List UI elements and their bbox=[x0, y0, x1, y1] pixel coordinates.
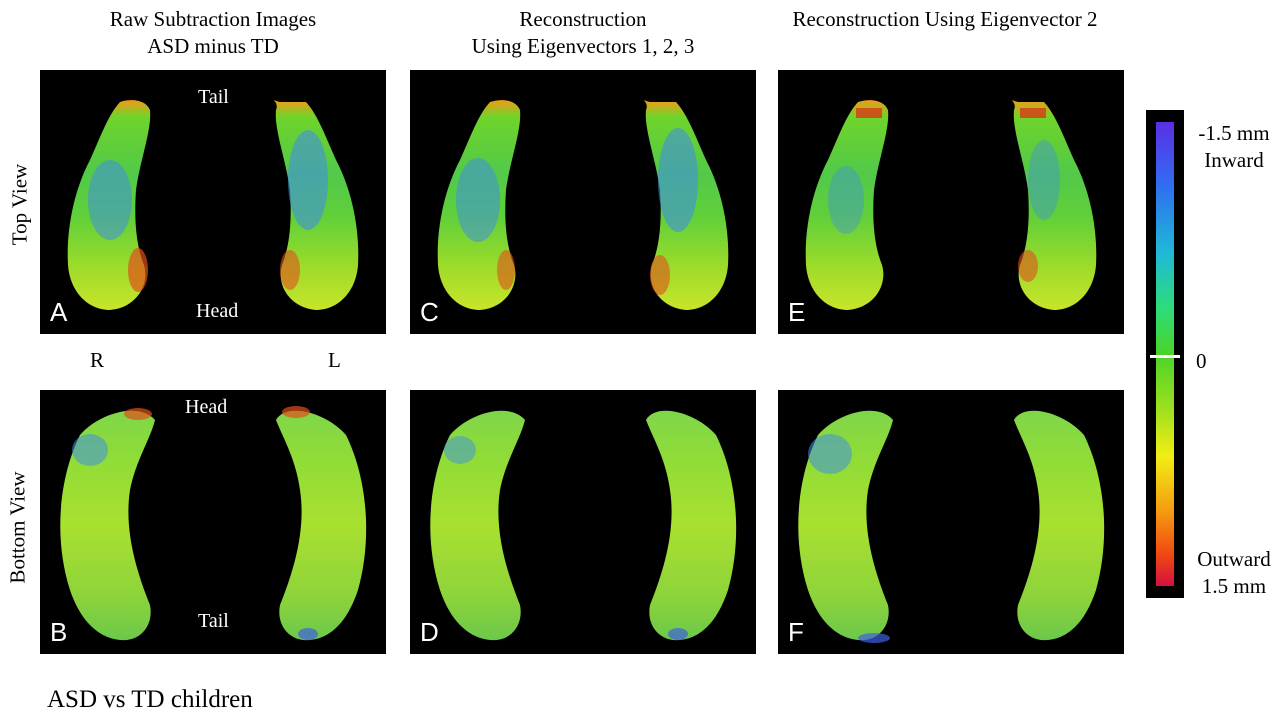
panel-b: Head Tail B bbox=[40, 390, 386, 654]
inward-region-right-tail bbox=[858, 633, 890, 643]
outward-region-left bbox=[282, 406, 310, 418]
tail-label: Tail bbox=[198, 86, 229, 108]
panel-letter-e: E bbox=[788, 297, 806, 327]
panel-a: Tail Head A bbox=[40, 70, 386, 334]
panel-d-shapes bbox=[430, 410, 737, 641]
column-title-raw-line2: ASD minus TD bbox=[147, 34, 279, 58]
inward-region-left bbox=[1028, 140, 1060, 220]
inward-region-right bbox=[456, 158, 500, 242]
hippocampus-left-shape bbox=[276, 410, 367, 641]
colorbar-inward-label: Inward bbox=[1204, 148, 1264, 172]
inward-region-left bbox=[288, 130, 328, 230]
column-title-reconstruction-2-line1: Reconstruction Using Eigenvector 2 bbox=[792, 7, 1098, 31]
outward-region-right bbox=[124, 408, 152, 420]
panel-letter-f: F bbox=[788, 617, 804, 647]
panel-e-shapes bbox=[805, 100, 1097, 310]
outward-band-right bbox=[856, 108, 882, 118]
inward-region-left bbox=[298, 628, 318, 640]
color-scale-gradient bbox=[1156, 122, 1174, 586]
outward-band-left bbox=[1020, 108, 1046, 118]
panel-a-shapes bbox=[67, 100, 359, 310]
left-side-label: L bbox=[328, 348, 341, 372]
column-title-reconstruction-2: Reconstruction Using Eigenvector 2 bbox=[760, 6, 1130, 33]
inward-region-left bbox=[668, 628, 688, 640]
inward-region-right bbox=[808, 434, 852, 474]
colorbar-top-value: -1.5 mm bbox=[1198, 121, 1270, 145]
colorbar-zero-label: 0 bbox=[1196, 349, 1207, 373]
outward-region-left bbox=[280, 250, 300, 290]
outward-region-right bbox=[128, 248, 148, 292]
column-title-reconstruction-123: Reconstruction Using Eigenvectors 1, 2, … bbox=[410, 6, 756, 60]
outward-region-right bbox=[497, 250, 515, 290]
panel-letter-a: A bbox=[50, 297, 68, 327]
tail-label: Tail bbox=[198, 610, 229, 632]
colorbar-top-label: -1.5 mm Inward bbox=[1192, 120, 1276, 174]
inward-region-right bbox=[72, 434, 108, 466]
panel-b-shapes bbox=[60, 406, 367, 641]
color-scale-bar bbox=[1146, 110, 1184, 598]
colorbar-bottom-label: Outward 1.5 mm bbox=[1192, 546, 1276, 600]
panel-c-shapes bbox=[437, 100, 729, 310]
inward-region-right bbox=[444, 436, 476, 464]
column-title-raw-line1: Raw Subtraction Images bbox=[109, 7, 317, 31]
colorbar-outward-label: Outward bbox=[1197, 547, 1271, 571]
figure-caption: ASD vs TD children bbox=[47, 686, 253, 713]
panel-c: C bbox=[410, 70, 756, 334]
head-label: Head bbox=[196, 300, 239, 322]
inward-region-right bbox=[88, 160, 132, 240]
right-side-label: R bbox=[90, 348, 105, 372]
panel-f-shapes bbox=[798, 410, 1105, 643]
row-label-bottom-view: Bottom View bbox=[5, 471, 30, 584]
column-title-reconstruction-123-line1: Reconstruction bbox=[519, 7, 647, 31]
inward-region-right bbox=[828, 166, 864, 234]
hippocampus-right-shape bbox=[60, 410, 155, 641]
panel-f: F bbox=[778, 390, 1124, 654]
outward-region-left bbox=[650, 255, 670, 295]
hippocampus-left-shape bbox=[1014, 410, 1105, 641]
head-label: Head bbox=[185, 396, 228, 418]
inward-region-left bbox=[658, 128, 698, 232]
panel-e: E bbox=[778, 70, 1124, 334]
zero-tick bbox=[1150, 355, 1180, 358]
outward-region-left bbox=[1018, 250, 1038, 282]
panel-letter-b: B bbox=[50, 617, 68, 647]
hippocampus-right-shape bbox=[805, 100, 889, 310]
panel-letter-d: D bbox=[420, 617, 439, 647]
row-label-top-view: Top View bbox=[7, 163, 32, 246]
panel-letter-c: C bbox=[420, 297, 439, 327]
column-title-raw: Raw Subtraction Images ASD minus TD bbox=[40, 6, 386, 60]
colorbar-bottom-value: 1.5 mm bbox=[1201, 574, 1267, 598]
column-title-reconstruction-123-line2: Using Eigenvectors 1, 2, 3 bbox=[471, 34, 695, 58]
hippocampus-right-shape bbox=[430, 410, 525, 641]
panel-d: D bbox=[410, 390, 756, 654]
hippocampus-left-shape bbox=[646, 410, 737, 641]
